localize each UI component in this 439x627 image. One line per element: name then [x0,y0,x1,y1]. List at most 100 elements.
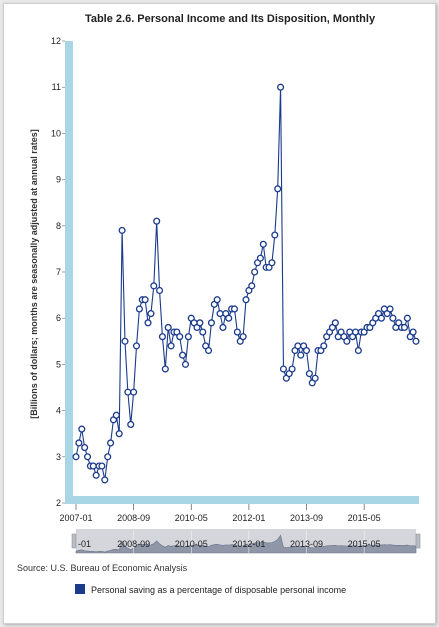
data-point[interactable] [242,296,250,304]
data-point[interactable] [207,319,215,327]
data-point[interactable] [199,328,207,336]
series-layer [72,83,420,484]
data-point[interactable] [72,453,80,461]
legend-swatch[interactable] [75,584,85,594]
data-point[interactable] [294,342,302,350]
x-tick-label: 2010-05 [175,513,208,523]
data-point[interactable] [389,314,397,322]
y-axis-band [65,41,73,503]
data-point[interactable] [279,365,288,373]
data-point[interactable] [403,314,411,322]
data-point[interactable] [92,471,100,479]
data-point[interactable] [144,319,152,327]
data-point[interactable] [127,420,135,429]
x-tick-label: 2013-09 [290,513,323,523]
data-point[interactable] [81,444,89,452]
data-point[interactable] [409,328,417,336]
data-point[interactable] [164,323,172,331]
data-point[interactable] [130,388,138,396]
data-point[interactable] [230,305,239,313]
data-point[interactable] [184,333,192,341]
data-point[interactable] [248,282,256,290]
data-point[interactable] [98,462,106,470]
data-point[interactable] [150,282,158,290]
navigator-right-handle[interactable] [415,533,421,549]
data-point[interactable] [118,226,126,234]
x-tick-label: 2012-01 [232,513,265,523]
range-navigator[interactable]: -01 2008-09 2010-05 2012-01 2013-09 2015-05 [71,529,421,554]
chart-card: Table 2.6. Personal Income and Its Dispo… [3,3,436,624]
data-point[interactable] [101,476,109,484]
data-point[interactable] [343,337,351,345]
data-point[interactable] [78,425,86,433]
data-point[interactable] [104,453,112,461]
data-point[interactable] [351,328,360,336]
data-point[interactable] [158,333,166,341]
navigator-tick-label: 2008-09 [117,539,150,549]
data-point[interactable] [121,337,129,345]
data-point[interactable] [135,305,143,313]
chart-svg: Table 2.6. Personal Income and Its Dispo… [17,13,421,595]
data-point[interactable] [89,462,97,470]
legend[interactable]: Personal saving as a percentage of dispo… [75,584,346,595]
data-point[interactable] [400,323,409,331]
y-tick-label: 4 [56,406,61,416]
data-point[interactable] [256,254,264,262]
data-point[interactable] [83,453,92,461]
data-point[interactable] [213,296,221,304]
data-point[interactable] [75,439,83,447]
x-tick-label: 2008-09 [117,513,150,523]
y-axis-ticks: 2 3 4 5 6 7 8 9 10 11 12 [51,36,65,508]
data-point[interactable] [271,231,279,239]
data-point[interactable] [354,346,362,355]
legend-label[interactable]: Personal saving as a percentage of dispo… [91,585,346,595]
data-point[interactable] [124,388,132,396]
data-point[interactable] [268,259,276,267]
data-point[interactable] [161,365,169,373]
data-point[interactable] [225,314,233,322]
data-point[interactable] [196,319,204,327]
x-tick-label: 2007-01 [59,513,92,523]
data-point[interactable] [181,360,190,368]
data-point[interactable] [239,333,247,341]
data-point[interactable] [302,346,311,355]
data-point[interactable] [141,296,149,304]
navigator-tick-label: 2010-05 [175,539,208,549]
data-point[interactable] [288,365,296,373]
data-point[interactable] [297,351,305,359]
data-point[interactable] [274,185,282,193]
data-point[interactable] [305,370,313,378]
data-point[interactable] [216,310,224,318]
data-point[interactable] [219,323,227,331]
data-point[interactable] [176,333,184,341]
data-point[interactable] [311,374,319,382]
navigator-area [75,534,417,554]
navigator-tick-label: -01 [78,539,91,549]
y-axis-label: [Billions of dollars; months are seasona… [29,129,39,419]
data-point[interactable] [153,217,161,225]
data-point[interactable] [233,328,241,336]
data-point[interactable] [331,319,339,327]
data-point[interactable] [167,342,175,350]
data-point[interactable] [112,411,120,419]
data-point[interactable] [377,314,385,322]
data-point[interactable] [320,342,328,350]
data-point[interactable] [156,286,164,295]
chart-title: Table 2.6. Personal Income and Its Dispo… [85,13,376,25]
data-point[interactable] [132,342,141,350]
data-point[interactable] [147,310,155,318]
data-point[interactable] [107,439,115,447]
data-point[interactable] [179,351,187,359]
navigator-left-handle[interactable] [71,533,77,549]
data-point[interactable] [115,430,123,438]
x-tick-label: 2015-05 [348,513,381,523]
data-point[interactable] [204,346,213,355]
data-point[interactable] [277,83,285,91]
data-point[interactable] [412,337,420,345]
data-point[interactable] [259,240,267,248]
data-point[interactable] [251,268,259,276]
navigator-tick-label: 2012-01 [232,539,265,549]
y-tick-label: 5 [56,359,61,369]
source-note: Source: U.S. Bureau of Economic Analysis [17,563,188,573]
data-point[interactable] [386,305,394,313]
